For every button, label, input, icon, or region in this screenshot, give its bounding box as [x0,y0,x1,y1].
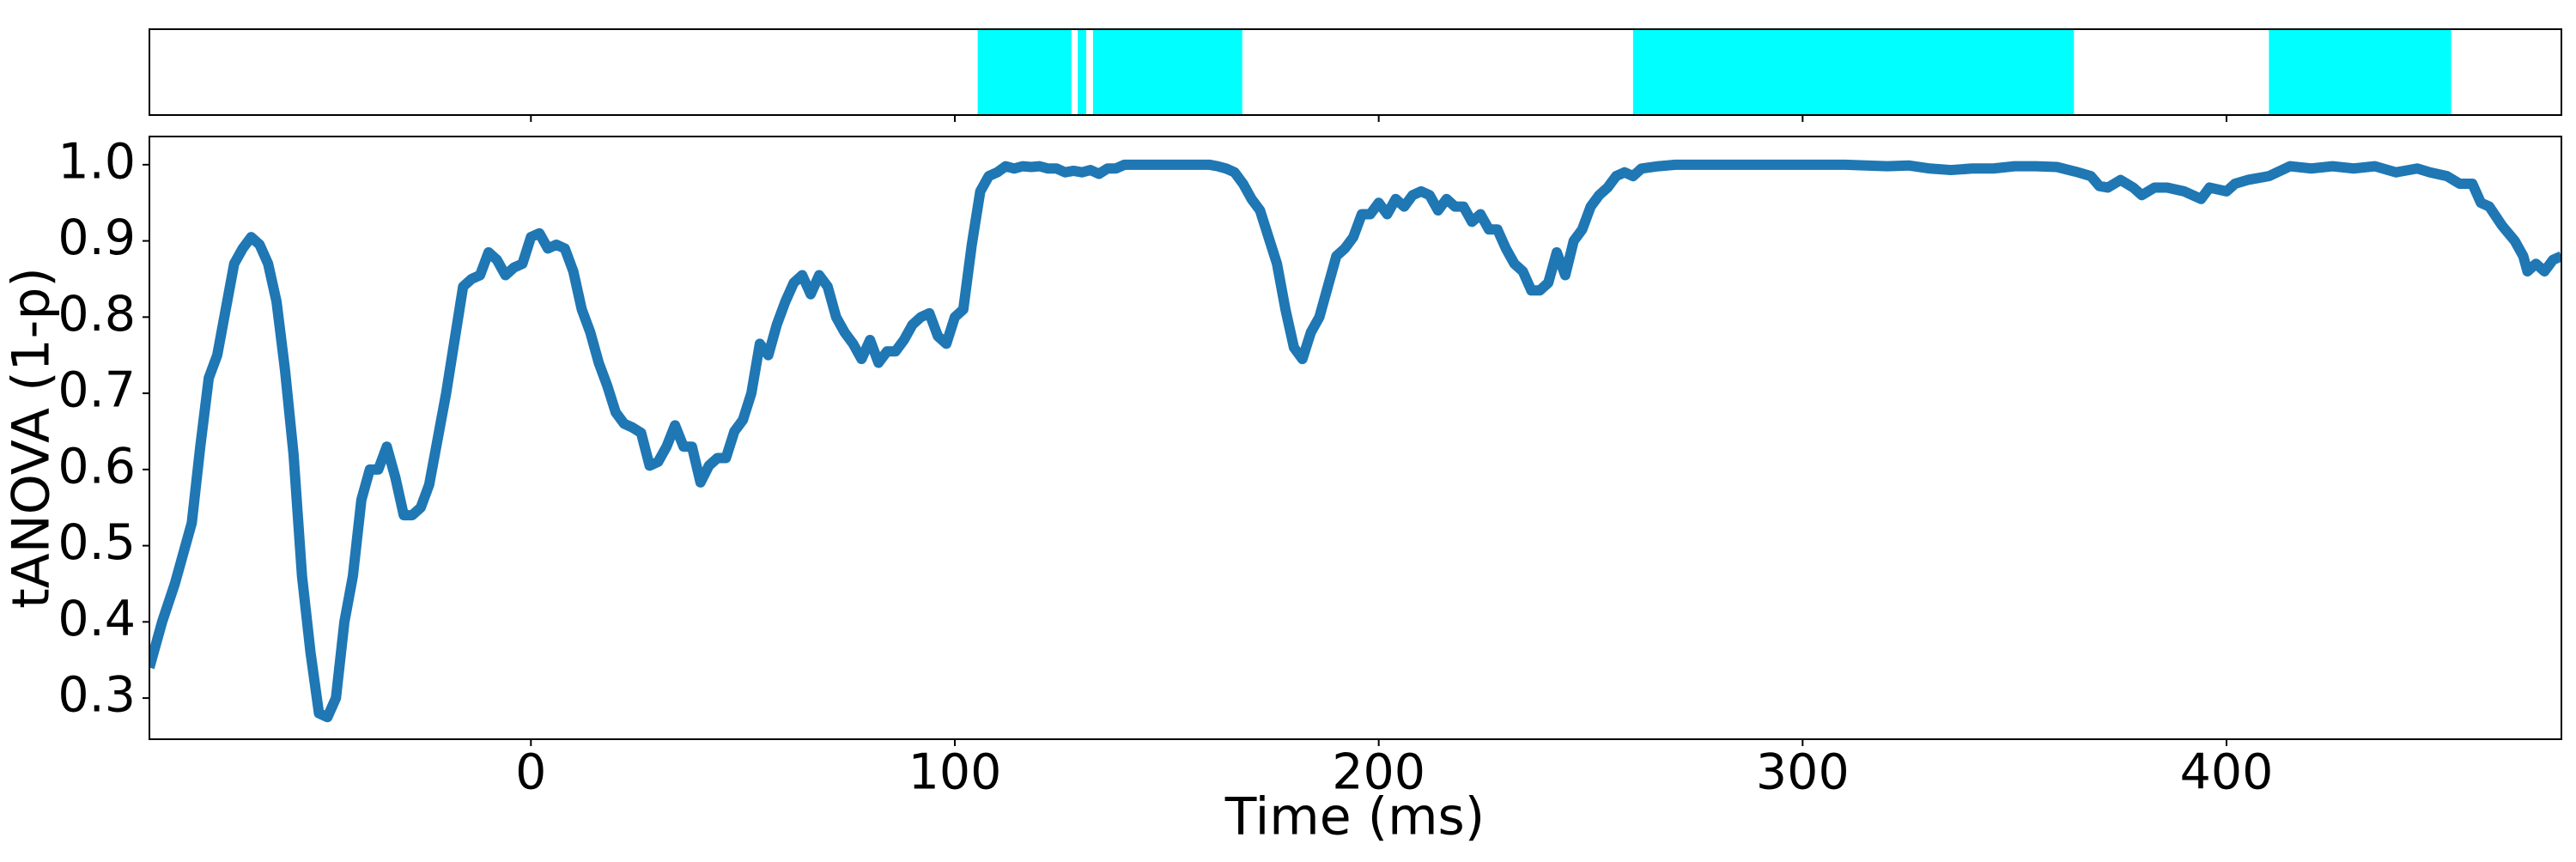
panel-frame [149,136,2562,740]
y-tick-label: 0.8 [58,286,136,343]
x-tick-label: 100 [908,744,1002,801]
y-tick-label: 0.9 [58,209,136,266]
y-tick-label: 0.6 [58,438,136,495]
x-axis-label: Time (ms) [1224,787,1485,847]
y-tick-label: 0.3 [58,667,136,724]
x-tick-label: 0 [515,744,546,801]
x-tick-label: 300 [1756,744,1850,801]
y-axis-label: tANOVA (1-p) [2,267,62,609]
significance-span [1078,29,1087,115]
y-tick-label: 0.5 [58,514,136,571]
data-line [149,159,2561,723]
y-tick-label: 0.4 [58,591,136,647]
significance-span [1632,29,2075,115]
y-tick-label: 1.0 [58,133,136,190]
x-tick-label: 400 [2180,744,2274,801]
y-tick-label: 0.7 [58,362,136,419]
significance-span [1092,29,1242,115]
significance-span [977,29,1072,115]
x-tick-label: 200 [1332,744,1425,801]
significance-span [2269,29,2451,115]
panel-frame [149,28,2562,116]
